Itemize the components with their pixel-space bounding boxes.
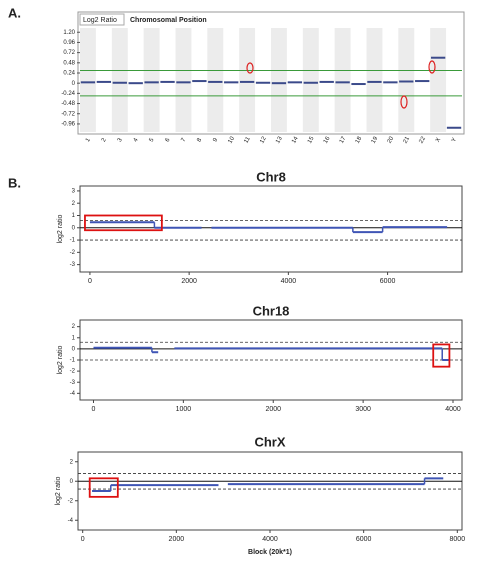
- x-tick-label: 4000: [262, 536, 278, 543]
- x-tick-label: 6000: [356, 536, 372, 543]
- x-tick-label: 3000: [355, 406, 371, 413]
- highlight-box: [432, 343, 451, 368]
- y-axis-label: log2 ratio: [55, 476, 62, 505]
- y-tick-label: 1: [72, 213, 76, 219]
- header-text: Log2 Ratio: [83, 17, 117, 24]
- y-tick-label: 0.96: [63, 40, 75, 46]
- y-tick-label: -2: [70, 250, 76, 256]
- y-tick-label: -0.96: [61, 122, 75, 128]
- x-tick-label: 9: [212, 137, 219, 143]
- chromosome-band: [271, 28, 287, 132]
- highlight-box: [84, 214, 163, 232]
- y-tick-label: -0.72: [61, 111, 75, 117]
- chromosome-band: [334, 28, 351, 132]
- x-tick-label: 0: [81, 536, 85, 543]
- x-tick-label: 2000: [265, 406, 281, 413]
- panel-label: B.: [8, 175, 21, 190]
- chromosome-band: [239, 28, 256, 132]
- y-tick-label: -4: [70, 391, 76, 397]
- x-tick-label: Y: [451, 137, 458, 143]
- y-tick-label: -4: [68, 518, 74, 524]
- x-tick-label: 22: [418, 135, 427, 144]
- highlight-ellipse: [428, 60, 436, 74]
- y-tick-label: 3: [72, 188, 76, 194]
- y-tick-label: -3: [70, 262, 76, 268]
- highlight-ellipse: [246, 62, 254, 74]
- x-tick-label: 15: [307, 135, 316, 144]
- x-tick-label: 11: [243, 136, 252, 145]
- x-tick-label: 14: [291, 135, 300, 144]
- x-tick-label: 20: [387, 135, 396, 144]
- y-tick-label: -1: [70, 238, 76, 244]
- x-tick-label: X: [435, 137, 442, 143]
- x-tick-label: 19: [371, 135, 380, 144]
- plot-frame: [79, 185, 463, 273]
- x-tick-label: 18: [355, 135, 364, 144]
- y-tick-label: 0: [70, 479, 74, 485]
- y-tick-label: -0.24: [61, 91, 75, 97]
- x-tick-label: 8: [196, 137, 203, 143]
- chromosome-band: [207, 28, 224, 132]
- highlight-ellipse: [400, 95, 408, 109]
- y-tick-label: -0.48: [61, 101, 75, 107]
- chromosome-band: [398, 28, 415, 132]
- y-tick-label: -3: [70, 380, 76, 386]
- x-tick-label: 2000: [181, 278, 197, 285]
- chromosome-band: [430, 28, 447, 132]
- x-tick-label: 6000: [380, 278, 396, 285]
- x-tick-label: 17: [339, 135, 348, 144]
- y-tick-label: 1.20: [63, 30, 75, 36]
- y-tick-label: 0.24: [63, 71, 75, 77]
- plot-frame: [77, 451, 463, 531]
- highlight-box: [88, 477, 119, 498]
- y-tick-label: 0: [72, 225, 76, 231]
- y-tick-label: -2: [68, 498, 74, 504]
- x-tick-label: 2: [101, 137, 108, 143]
- x-tick-label: 4000: [445, 406, 461, 413]
- y-axis-label: log2 ratio: [57, 214, 64, 243]
- chromosome-band: [175, 28, 192, 132]
- y-tick-label: 2: [72, 324, 76, 330]
- x-tick-label: 7: [181, 137, 188, 143]
- x-tick-label: 4: [133, 137, 140, 143]
- x-tick-label: 1: [85, 137, 92, 143]
- x-tick-label: 4000: [281, 278, 297, 285]
- x-tick-label: 0: [88, 278, 92, 285]
- x-tick-label: 13: [275, 135, 284, 144]
- x-tick-label: 21: [403, 135, 412, 144]
- chromosome-band: [366, 28, 383, 132]
- panel-label: A.: [8, 5, 21, 20]
- x-tick-label: 1000: [176, 406, 192, 413]
- chart-title: ChrX: [254, 434, 285, 449]
- x-tick-label: 6: [165, 137, 172, 143]
- y-tick-label: 1: [72, 335, 76, 341]
- x-tick-label: 10: [227, 135, 236, 144]
- y-tick-label: 2: [70, 459, 74, 465]
- chromosome-band: [111, 28, 128, 132]
- y-tick-label: 0: [72, 81, 76, 87]
- x-tick-label: 3: [117, 137, 124, 143]
- chart-title: Chr18: [253, 303, 290, 318]
- x-tick-label: 16: [323, 135, 332, 144]
- chromosome-band: [143, 28, 160, 132]
- y-tick-label: -1: [70, 358, 76, 364]
- x-tick-label: 8000: [450, 536, 466, 543]
- y-tick-label: 0.48: [63, 60, 75, 66]
- x-tick-label: 0: [92, 406, 96, 413]
- chromosome-band: [80, 28, 96, 132]
- y-tick-label: 0.72: [63, 50, 75, 56]
- x-tick-label: 12: [259, 135, 268, 144]
- y-tick-label: 2: [72, 201, 76, 207]
- y-tick-label: 0: [72, 346, 76, 352]
- y-tick-label: -2: [70, 369, 76, 375]
- x-tick-label: 2000: [169, 536, 185, 543]
- x-axis-label: Block (20k*1): [248, 549, 292, 556]
- y-axis-label: log2 ratio: [57, 345, 64, 374]
- header-text: Chromosomal Position: [130, 17, 207, 24]
- chart-title: Chr8: [256, 169, 286, 184]
- header-box: [79, 13, 125, 26]
- x-tick-label: 5: [149, 137, 156, 143]
- chromosome-band: [302, 28, 319, 132]
